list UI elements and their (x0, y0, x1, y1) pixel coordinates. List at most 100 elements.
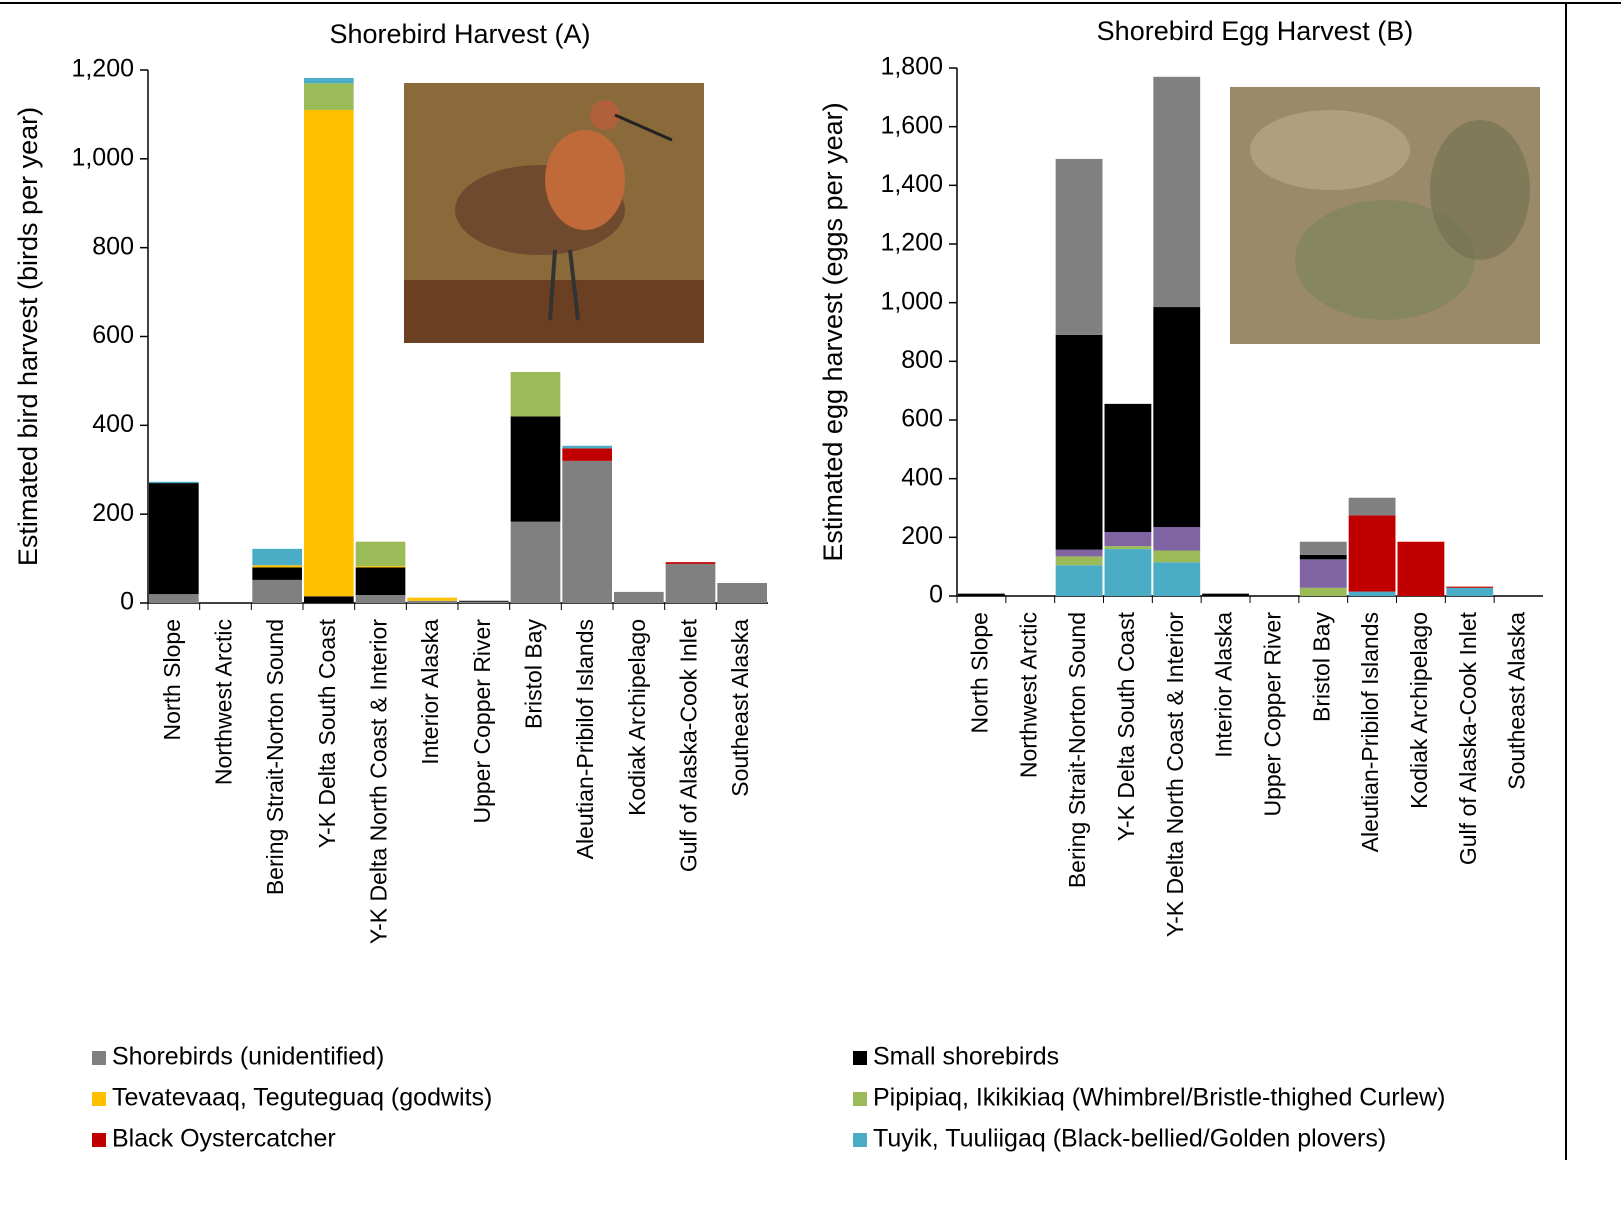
legend-label: Tuyik, Tuuliigaq (Black-bellied/Golden p… (873, 1125, 1386, 1153)
bar-segment (717, 583, 767, 603)
bar-segment (511, 522, 561, 603)
bar-segment (666, 564, 716, 603)
x-tick-label: Kodiak Archipelago (1406, 612, 1432, 809)
x-tick-label: Upper Copper River (469, 619, 495, 824)
x-tick-label: Y-K Delta South Coast (1113, 611, 1139, 841)
bar-segment (407, 598, 457, 601)
legend-label: Shorebirds (unidentified) (112, 1043, 384, 1071)
x-tick-label: Northwest Arctic (1015, 612, 1041, 778)
x-tick-label: Interior Alaska (417, 619, 443, 765)
bar-segment (149, 483, 199, 594)
y-tick-label: 400 (92, 410, 134, 438)
y-tick-label: 1,200 (71, 55, 134, 83)
bar-segment (304, 83, 354, 110)
x-tick-label: Interior Alaska (1211, 612, 1237, 758)
y-tick-label: 800 (901, 346, 943, 374)
bar-segment (562, 446, 612, 449)
x-tick-label: Bristol Bay (1308, 612, 1334, 722)
bar-segment (459, 601, 509, 602)
bar-segment (614, 592, 664, 603)
chart-title: Shorebird Harvest (A) (329, 19, 590, 49)
bar-segment (252, 567, 302, 579)
x-tick-label: Bering Strait-Norton Sound (1064, 612, 1090, 888)
bar-segment (149, 482, 199, 483)
legend-swatch (853, 1051, 867, 1065)
bar-segment (252, 549, 302, 565)
y-tick-label: 1,000 (880, 287, 943, 315)
bar-segment (1105, 549, 1152, 596)
bar-segment (1153, 562, 1200, 596)
chart-title: Shorebird Egg Harvest (B) (1097, 16, 1414, 46)
legend-label: Pipipiaq, Ikikikiaq (Whimbrel/Bristle-th… (873, 1084, 1445, 1112)
legend-swatch (92, 1133, 106, 1147)
bar-segment (562, 448, 612, 460)
bar-segment (1153, 307, 1200, 527)
bar-segment (1446, 587, 1493, 588)
bar-segment (304, 110, 354, 596)
bar-segment (1105, 546, 1152, 549)
bar-segment (1300, 542, 1347, 555)
bar-segment (1153, 551, 1200, 563)
bar-segment (356, 566, 406, 567)
bar-segment (1056, 335, 1103, 550)
bar-segment (1056, 159, 1103, 335)
y-axis-label: Estimated egg harvest (eggs per year) (818, 102, 848, 561)
legend-swatch (92, 1051, 106, 1065)
bar-segment (1446, 588, 1493, 596)
x-tick-label: Y-K Delta North Coast & Interior (366, 619, 392, 944)
figure: Shorebird Harvest (A) Estimated bird harv… (0, 0, 1621, 1210)
y-tick-label: 1,800 (880, 53, 943, 81)
bar-segment (407, 601, 457, 603)
legend-swatch (853, 1092, 867, 1106)
y-tick-label: 200 (901, 522, 943, 550)
y-tick-label: 0 (120, 588, 134, 616)
y-tick-label: 600 (901, 405, 943, 433)
bar-segment (304, 596, 354, 603)
y-tick-label: 800 (92, 232, 134, 260)
bar-segment (1056, 565, 1103, 596)
legend-label: Small shorebirds (873, 1043, 1059, 1071)
x-tick-label: Aleutian-Pribilof Islands (572, 619, 598, 859)
photo-nest (1230, 87, 1540, 344)
bar-segment (562, 461, 612, 603)
bar-segment (1300, 588, 1347, 596)
x-tick-label: North Slope (966, 612, 992, 733)
bar-segment (666, 562, 716, 564)
x-tick-label: Southeast Alaska (727, 619, 753, 797)
y-tick-label: 1,200 (880, 229, 943, 257)
x-tick-label: Gulf of Alaska-Cook Inlet (1455, 611, 1481, 865)
x-tick-label: North Slope (159, 619, 185, 740)
y-tick-label: 400 (901, 463, 943, 491)
x-tick-label: Y-K Delta North Coast & Interior (1162, 612, 1188, 937)
bar-segment (304, 78, 354, 83)
bar-segment (1105, 404, 1152, 532)
bar-segment (1153, 77, 1200, 307)
legend-swatch (92, 1092, 106, 1106)
x-tick-label: Y-K Delta South Coast (314, 618, 340, 848)
bar-segment (958, 594, 1005, 596)
bar-segment (356, 595, 406, 603)
bar-segment (1349, 592, 1396, 596)
bar-segment (511, 372, 561, 416)
bar-segment (1202, 594, 1249, 596)
bar-segment (1300, 555, 1347, 559)
bar-segment (252, 565, 302, 567)
x-tick-label: Aleutian-Pribilof Islands (1357, 612, 1383, 852)
legend-label: Tevatevaaq, Teguteguaq (godwits) (112, 1084, 492, 1112)
photo-godwit (404, 83, 704, 343)
x-tick-label: Gulf of Alaska-Cook Inlet (676, 618, 702, 872)
y-tick-label: 200 (92, 499, 134, 527)
y-axis-label: Estimated bird harvest (birds per year) (13, 107, 43, 566)
bar-segment (1105, 532, 1152, 546)
bar-segment (356, 542, 406, 566)
legend-swatch (853, 1133, 867, 1147)
bar-segment (1300, 559, 1347, 587)
bar-segment (252, 580, 302, 603)
bar-segment (1056, 550, 1103, 557)
bar-segment (459, 602, 509, 603)
bar-segment (1153, 527, 1200, 550)
bar-segment (1349, 515, 1396, 591)
x-tick-label: Bristol Bay (521, 619, 547, 729)
bar-segment (149, 594, 199, 603)
x-tick-label: Upper Copper River (1259, 612, 1285, 817)
